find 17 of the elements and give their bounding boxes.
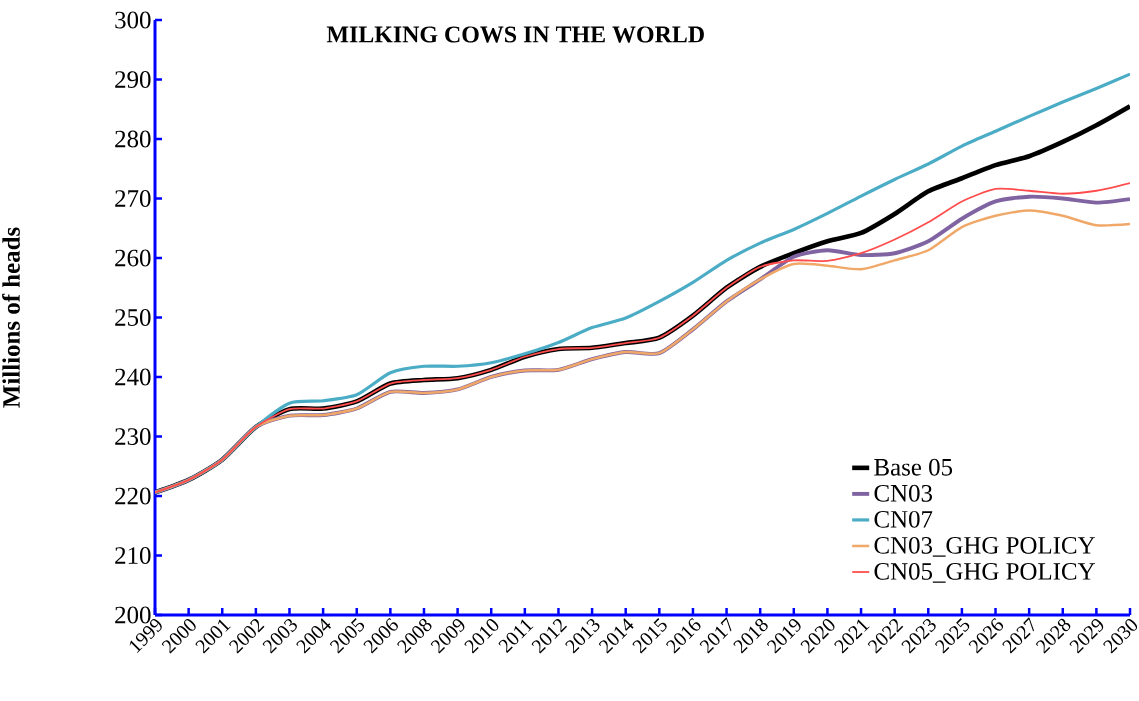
chart-title: MILKING COWS IN THE WORLD	[326, 26, 704, 43]
legend-label: CN03	[874, 484, 933, 502]
y-axis-title: Millions of heads	[2, 227, 20, 408]
y-tick-label: 220	[115, 487, 151, 505]
y-tick-label: 260	[115, 249, 151, 267]
y-tick-label: 250	[115, 309, 151, 326]
legend-label: CN03_GHG POLICY	[874, 536, 1095, 557]
legend-label: CN05_GHG POLICY	[874, 562, 1095, 583]
y-tick-label: 230	[115, 428, 151, 445]
y-tick-label: 240	[115, 368, 151, 386]
y-tick-label: 210	[115, 547, 151, 564]
y-tick-label: 270	[115, 190, 151, 207]
y-tick-label: 300	[115, 11, 151, 29]
y-tick-label: 280	[115, 130, 151, 148]
legend-label: CN07	[874, 510, 933, 528]
y-tick-label: 290	[115, 71, 151, 88]
legend-label: Base 05	[874, 458, 953, 476]
